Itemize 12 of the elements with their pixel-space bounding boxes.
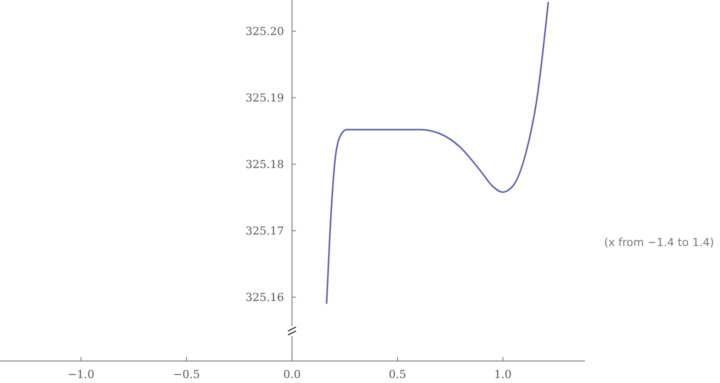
x-tick-label: 0.0 bbox=[283, 368, 301, 381]
text: (x from −1.4 to 1.4) bbox=[604, 236, 714, 249]
x-tick-label: 1.0 bbox=[494, 368, 512, 381]
y-tick-label: 325.20 bbox=[245, 25, 284, 38]
y-tick-label: 325.16 bbox=[245, 291, 284, 304]
x-tick-label: −1.0 bbox=[68, 368, 94, 381]
x-tick-label: 0.5 bbox=[388, 368, 406, 381]
line-series bbox=[326, 1, 550, 305]
x-tick-label: −0.5 bbox=[173, 368, 200, 381]
y-tick-label: 325.17 bbox=[245, 224, 284, 238]
y-tick-label: 325.18 bbox=[245, 158, 284, 172]
y-tick-label: 325.19 bbox=[245, 92, 284, 105]
